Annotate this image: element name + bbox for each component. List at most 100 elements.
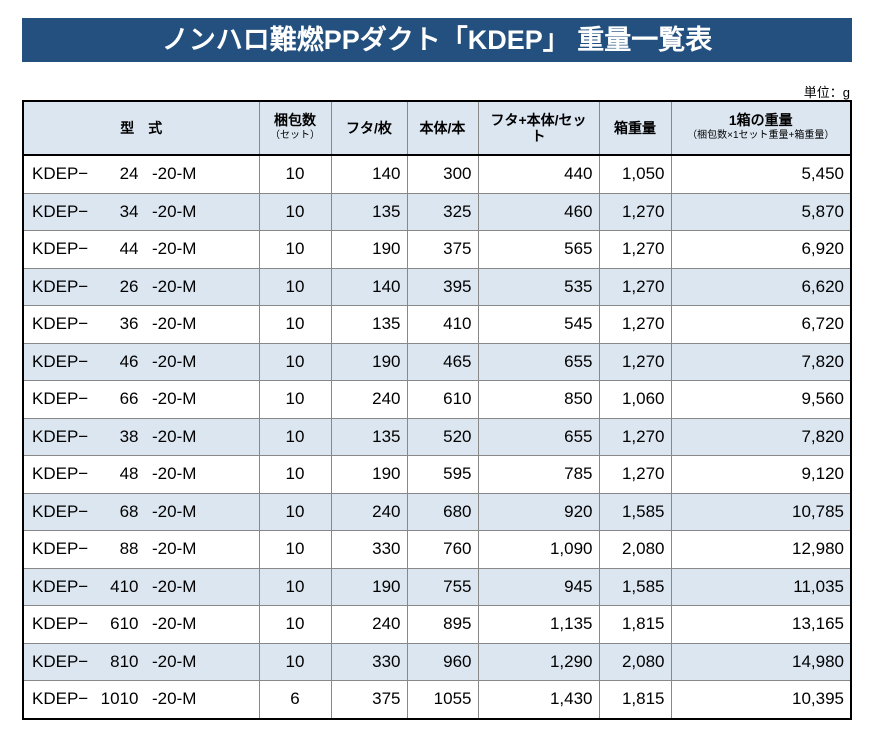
cell: 2,080	[598, 530, 672, 569]
cell: 595	[406, 455, 479, 494]
cell: 2,080	[598, 642, 672, 681]
cell: 14,980	[670, 642, 852, 681]
model-size: 48	[119, 464, 139, 484]
cell: 240	[330, 492, 408, 531]
model-size: 24	[119, 164, 139, 184]
cell: 10	[258, 455, 332, 494]
cell: 330	[330, 642, 408, 681]
cell: 5,870	[670, 192, 852, 231]
cell: 10	[258, 605, 332, 644]
model-suffix: -20-M	[152, 164, 197, 184]
cell: 190	[330, 342, 408, 381]
cell: 5,450	[670, 154, 852, 194]
table-row: KDEP− 410 -20-M 10 190 755 945 1,585 11,035	[22, 567, 852, 606]
cell: 895	[406, 605, 479, 644]
cell: 545	[477, 305, 600, 344]
cell: 135	[330, 305, 408, 344]
model-size: 88	[119, 539, 139, 559]
model-size: 66	[119, 389, 139, 409]
column-label: 1箱の重量	[728, 112, 793, 128]
model-cell: KDEP− 24 -20-M	[22, 154, 260, 194]
cell: 10	[258, 642, 332, 681]
model-size: 46	[119, 351, 139, 371]
table-row: KDEP− 44 -20-M 10 190 375 565 1,270 6,920	[22, 230, 852, 269]
table-row: KDEP− 38 -20-M 10 135 520 655 1,270 7,820	[22, 417, 852, 456]
model-prefix: KDEP−	[32, 351, 89, 371]
cell: 755	[406, 567, 479, 606]
cell: 1,270	[598, 455, 672, 494]
column-header: フタ/枚	[330, 100, 408, 156]
model-size: 44	[119, 239, 139, 259]
model-suffix: -20-M	[152, 539, 197, 559]
weight-table: 型 式 梱包数 （セット） フタ/枚 本体/本 フタ+本体/セット 箱重量 1箱の重量 （梱包数…	[22, 100, 852, 720]
cell: 1,270	[598, 192, 672, 231]
cell: 13,165	[670, 605, 852, 644]
model-size: 68	[119, 501, 139, 521]
cell: 6,620	[670, 267, 852, 306]
model-suffix: -20-M	[152, 576, 197, 596]
column-header: フタ+本体/セット	[477, 100, 600, 156]
cell: 10	[258, 305, 332, 344]
cell: 1,815	[598, 605, 672, 644]
cell: 1,815	[598, 680, 672, 719]
cell: 190	[330, 455, 408, 494]
column-header: 箱重量	[598, 100, 672, 156]
cell: 10	[258, 492, 332, 531]
cell: 10	[258, 380, 332, 419]
table-row: KDEP− 24 -20-M 10 140 300 440 1,050 5,450	[22, 154, 852, 194]
model-cell: KDEP− 26 -20-M	[22, 267, 260, 306]
model-suffix: -20-M	[152, 651, 197, 671]
model-prefix: KDEP−	[32, 389, 89, 409]
cell: 190	[330, 230, 408, 269]
column-label: 本体/本	[419, 120, 466, 136]
cell: 610	[406, 380, 479, 419]
table-row: KDEP− 48 -20-M 10 190 595 785 1,270 9,120	[22, 455, 852, 494]
cell: 785	[477, 455, 600, 494]
cell: 10	[258, 530, 332, 569]
table-row: KDEP− 68 -20-M 10 240 680 920 1,585 10,785	[22, 492, 852, 531]
model-prefix: KDEP−	[32, 689, 89, 709]
model-suffix: -20-M	[152, 201, 197, 221]
model-prefix: KDEP−	[32, 501, 89, 521]
cell: 565	[477, 230, 600, 269]
model-size: 34	[119, 201, 139, 221]
cell: 240	[330, 380, 408, 419]
model-suffix: -20-M	[152, 239, 197, 259]
table-row: KDEP− 36 -20-M 10 135 410 545 1,270 6,720	[22, 305, 852, 344]
model-prefix: KDEP−	[32, 314, 89, 334]
cell: 655	[477, 417, 600, 456]
model-cell: KDEP− 410 -20-M	[22, 567, 260, 606]
cell: 10	[258, 192, 332, 231]
cell: 7,820	[670, 342, 852, 381]
cell: 395	[406, 267, 479, 306]
column-header: 本体/本	[406, 100, 479, 156]
column-header: 梱包数 （セット）	[258, 100, 332, 156]
table-row: KDEP− 610 -20-M 10 240 895 1,135 1,815 13,165	[22, 605, 852, 644]
header-row: 型 式 梱包数 （セット） フタ/枚 本体/本 フタ+本体/セット 箱重量 1箱の重量 （梱包数…	[22, 100, 852, 156]
cell: 1055	[406, 680, 479, 719]
model-suffix: -20-M	[152, 689, 197, 709]
cell: 1,135	[477, 605, 600, 644]
table-row: KDEP− 1010 -20-M 6 375 1055 1,430 1,815 10,395	[22, 680, 852, 719]
cell: 140	[330, 154, 408, 194]
model-size: 36	[119, 314, 139, 334]
cell: 960	[406, 642, 479, 681]
model-cell: KDEP− 34 -20-M	[22, 192, 260, 231]
column-label: 箱重量	[614, 120, 656, 136]
table-row: KDEP− 46 -20-M 10 190 465 655 1,270 7,820	[22, 342, 852, 381]
model-prefix: KDEP−	[32, 576, 89, 596]
column-header: 1箱の重量 （梱包数×1セット重量+箱重量）	[670, 100, 852, 156]
table-row: KDEP− 34 -20-M 10 135 325 460 1,270 5,870	[22, 192, 852, 231]
model-suffix: -20-M	[152, 501, 197, 521]
model-suffix: -20-M	[152, 389, 197, 409]
model-cell: KDEP− 44 -20-M	[22, 230, 260, 269]
cell: 1,585	[598, 492, 672, 531]
cell: 1,060	[598, 380, 672, 419]
model-cell: KDEP− 46 -20-M	[22, 342, 260, 381]
model-prefix: KDEP−	[32, 426, 89, 446]
cell: 10	[258, 567, 332, 606]
model-size: 810	[110, 651, 139, 671]
cell: 140	[330, 267, 408, 306]
model-cell: KDEP− 66 -20-M	[22, 380, 260, 419]
